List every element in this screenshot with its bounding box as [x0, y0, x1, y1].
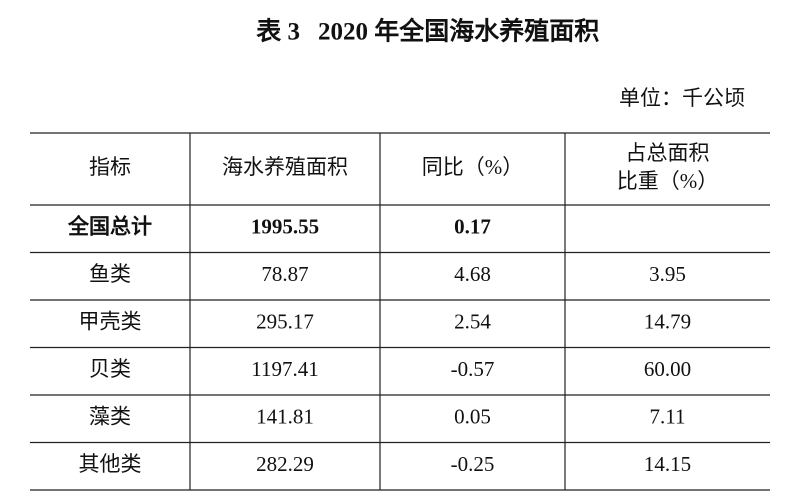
table-cell: 1995.55 [251, 215, 319, 239]
row-label: 甲壳类 [79, 310, 142, 334]
table-cell: 78.87 [261, 262, 308, 286]
column-header: 海水养殖面积 [222, 155, 348, 179]
table-cell: 0.05 [454, 405, 491, 429]
table-label: 表 3 [256, 18, 300, 46]
row-label: 全国总计 [67, 215, 152, 239]
table-cell: 1197.41 [251, 357, 318, 381]
table-title: 2020 年全国海水养殖面积 [318, 17, 599, 46]
table-cell: 141.81 [256, 405, 314, 429]
row-label: 贝类 [89, 357, 131, 381]
table-cell: 295.17 [256, 310, 314, 334]
table-cell: 2.54 [454, 310, 491, 334]
table-cell: 7.11 [650, 405, 686, 429]
table-cell: 3.95 [649, 262, 686, 286]
table-cell: 282.29 [256, 452, 314, 476]
column-header: 占总面积 [626, 141, 710, 165]
table-cell: -0.25 [451, 452, 495, 476]
table-cell: -0.57 [451, 357, 495, 381]
row-label: 鱼类 [89, 262, 131, 286]
row-label: 其他类 [79, 452, 142, 476]
table-cell: 0.17 [454, 215, 491, 239]
unit-note: 单位：千公顷 [619, 86, 745, 110]
column-header: 同比（%） [422, 155, 524, 179]
table-cell: 14.79 [644, 310, 691, 334]
column-header: 比重（%） [617, 169, 719, 193]
row-label: 藻类 [89, 405, 131, 429]
column-header: 指标 [89, 155, 131, 179]
table-cell: 60.00 [644, 357, 691, 381]
table-cell: 4.68 [454, 262, 491, 286]
table-cell: 14.15 [644, 452, 691, 476]
